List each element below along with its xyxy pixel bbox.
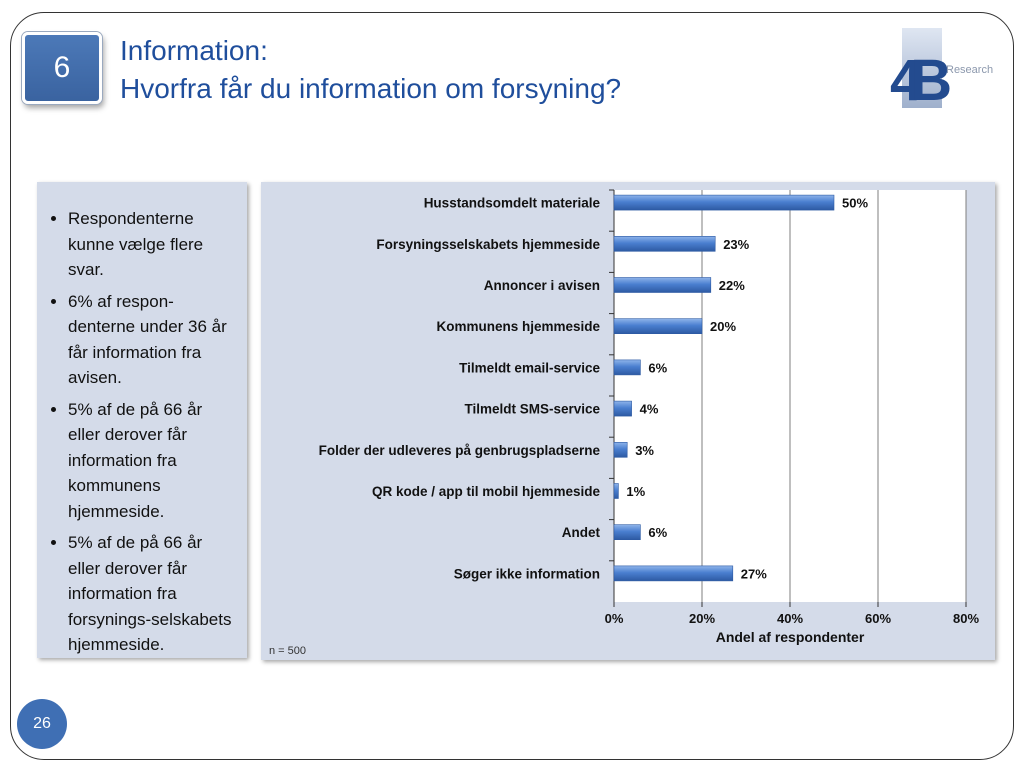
note-item: Respondenterne kunne vælge flere svar. (68, 206, 239, 283)
bar-value-label: 23% (723, 237, 749, 252)
category-label: Folder der udleveres på genbrugspladsern… (319, 443, 601, 458)
bar (613, 318, 703, 334)
category-label: Husstandsomdelt materiale (424, 196, 601, 211)
logo-text: Research (946, 64, 994, 76)
bar-value-label: 1% (626, 484, 645, 499)
bar-value-label: 3% (635, 443, 654, 458)
bar (613, 359, 641, 376)
page-number-text: 26 (33, 715, 51, 732)
bar-value-label: 20% (710, 319, 736, 334)
bar (613, 235, 716, 252)
x-axis-title: Andel af respondenter (716, 629, 865, 645)
x-tick-label: 20% (689, 611, 715, 626)
4b-research-logo: 4B (890, 28, 962, 112)
bar (613, 441, 628, 458)
category-label: Tilmeldt SMS-service (464, 402, 600, 417)
slide-number-badge: 6 (22, 32, 102, 104)
bar (613, 277, 712, 293)
bar-value-label: 4% (640, 402, 659, 417)
bar (613, 400, 632, 417)
x-tick-label: 40% (777, 611, 803, 626)
bar (613, 524, 641, 541)
x-tick-label: 80% (953, 611, 979, 626)
notes-list: Respondenterne kunne vælge flere svar. 6… (37, 182, 247, 658)
title-line-1: Information: (120, 35, 268, 66)
category-label: Søger ikke information (454, 566, 600, 581)
bar-value-label: 27% (741, 566, 767, 581)
sample-size-note: n = 500 (269, 645, 306, 657)
x-tick-label: 0% (605, 611, 624, 626)
note-item: 6% af respon-denterne under 36 år får in… (68, 289, 239, 391)
bar-value-label: 22% (719, 278, 745, 293)
notes-panel: Respondenterne kunne vælge flere svar. 6… (37, 182, 247, 658)
bar (613, 483, 619, 499)
category-label: QR kode / app til mobil hjemmeside (372, 484, 601, 499)
bar-value-label: 6% (648, 525, 667, 540)
category-label: Forsyningsselskabets hjemmeside (376, 237, 600, 252)
page-number-badge: 26 (17, 699, 67, 749)
bar (613, 565, 734, 582)
category-label: Andet (562, 525, 601, 540)
bar (613, 194, 835, 211)
category-label: Annoncer i avisen (484, 278, 600, 293)
bar-chart: 0% 20% 40% 60% 80% Husstandsomdelt materiale 5… (269, 189, 979, 657)
x-tick-label: 60% (865, 611, 891, 626)
category-label: Tilmeldt email-service (459, 360, 600, 375)
note-item: 5% af de på 66 år eller derover får info… (68, 530, 239, 658)
slide-title: Information: Hvorfra får du information … (120, 32, 621, 108)
title-line-2: Hvorfra får du information om forsyning? (120, 73, 622, 104)
slide-number-text: 6 (53, 51, 71, 84)
bar-value-label: 6% (648, 360, 667, 375)
bar-value-label: 50% (842, 196, 868, 211)
category-label: Kommunens hjemmeside (436, 319, 600, 334)
chart-panel: 0% 20% 40% 60% 80% Husstandsomdelt materiale 5… (261, 182, 995, 660)
note-item: 5% af de på 66 år eller derover får info… (68, 397, 239, 525)
